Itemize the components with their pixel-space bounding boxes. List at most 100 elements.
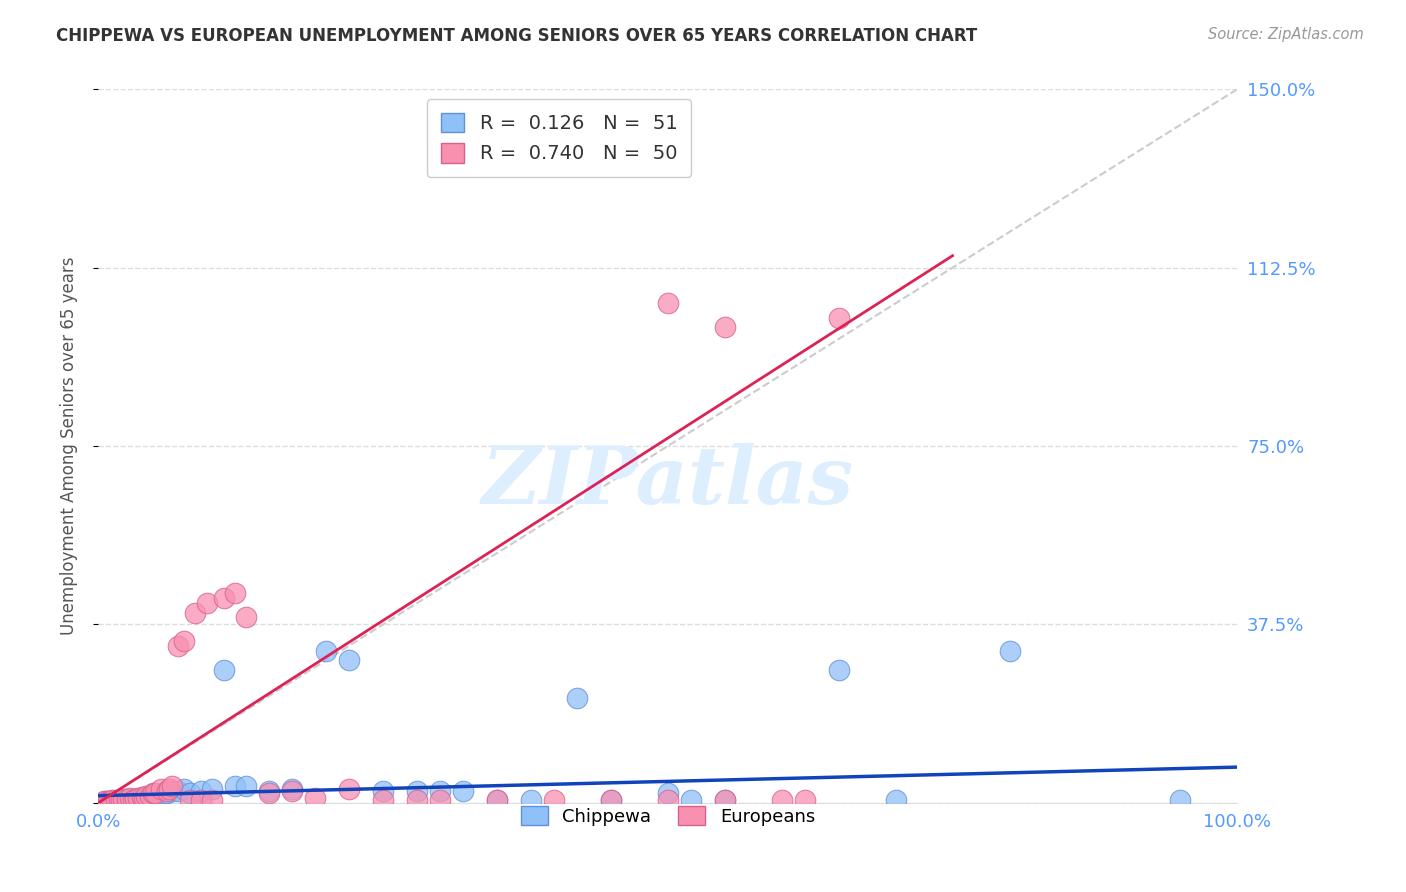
Point (132, 791, 155, 805)
Point (714, 793, 737, 807)
Point (162, 779, 184, 793)
Point (337, 781, 360, 796)
Point (657, 296, 679, 310)
Point (770, 793, 793, 807)
Point (406, 793, 429, 807)
Point (153, 786, 176, 800)
Point (156, 786, 179, 800)
Point (259, 786, 281, 800)
Point (107, 793, 129, 807)
Point (212, 591, 235, 606)
Point (201, 781, 224, 796)
Point (173, 634, 195, 648)
Point (145, 786, 167, 800)
Point (371, 793, 394, 807)
Point (121, 793, 143, 807)
Text: Source: ZipAtlas.com: Source: ZipAtlas.com (1208, 27, 1364, 42)
Point (184, 606, 207, 620)
Point (429, 793, 451, 807)
Point (600, 793, 623, 807)
Point (235, 779, 257, 793)
Point (657, 793, 679, 807)
Y-axis label: Unemployment Among Seniors over 65 years: Unemployment Among Seniors over 65 years (59, 257, 77, 635)
Point (93, 794, 115, 808)
Point (124, 792, 146, 806)
Point (101, 794, 124, 808)
Point (337, 653, 360, 667)
Point (281, 781, 304, 796)
Point (224, 586, 246, 600)
Point (259, 784, 281, 798)
Point (281, 784, 304, 798)
Point (657, 786, 679, 800)
Point (235, 610, 257, 624)
Point (679, 793, 702, 807)
Point (132, 791, 155, 805)
Point (93, 795, 115, 809)
Point (150, 781, 173, 796)
Point (884, 793, 907, 807)
Point (115, 792, 138, 806)
Point (101, 793, 124, 807)
Point (108, 793, 131, 807)
Point (173, 781, 195, 796)
Point (828, 663, 851, 677)
Point (98, 794, 121, 808)
Point (142, 789, 165, 803)
Point (120, 791, 142, 805)
Point (127, 791, 149, 805)
Point (135, 789, 157, 803)
Point (167, 784, 190, 798)
Point (145, 791, 167, 805)
Point (429, 784, 451, 798)
Point (162, 784, 184, 798)
Point (121, 793, 143, 807)
Point (212, 663, 235, 677)
Point (98, 794, 121, 808)
Point (96, 794, 118, 808)
Point (486, 793, 509, 807)
Text: ZIPatlas: ZIPatlas (482, 443, 853, 520)
Point (127, 792, 149, 806)
Point (110, 793, 132, 807)
Point (115, 792, 138, 806)
Point (138, 791, 160, 805)
Legend: Chippewa, Europeans: Chippewa, Europeans (510, 796, 825, 837)
Point (520, 793, 543, 807)
Point (565, 691, 588, 706)
Point (714, 793, 737, 807)
Point (120, 792, 142, 806)
Point (600, 793, 623, 807)
Point (828, 310, 851, 325)
Point (142, 786, 165, 800)
Point (406, 784, 429, 798)
Point (110, 793, 132, 807)
Text: CHIPPEWA VS EUROPEAN UNEMPLOYMENT AMONG SENIORS OVER 65 YEARS CORRELATION CHART: CHIPPEWA VS EUROPEAN UNEMPLOYMENT AMONG … (56, 27, 977, 45)
Point (304, 791, 326, 805)
Point (112, 792, 135, 806)
Point (195, 596, 218, 610)
Point (998, 643, 1021, 657)
Point (138, 789, 160, 803)
Point (167, 639, 190, 653)
Point (201, 793, 224, 807)
Point (371, 784, 394, 798)
Point (157, 781, 180, 796)
Point (131, 790, 153, 805)
Point (112, 793, 135, 807)
Point (179, 793, 201, 807)
Point (451, 784, 474, 798)
Point (104, 794, 127, 808)
Point (793, 793, 815, 807)
Point (96, 794, 118, 808)
Point (124, 792, 146, 806)
Point (135, 790, 157, 805)
Point (190, 784, 212, 798)
Point (190, 793, 212, 807)
Point (131, 791, 153, 805)
Point (179, 786, 201, 800)
Point (150, 789, 173, 803)
Point (146, 789, 169, 803)
Point (1170, 793, 1192, 807)
Point (156, 784, 179, 798)
